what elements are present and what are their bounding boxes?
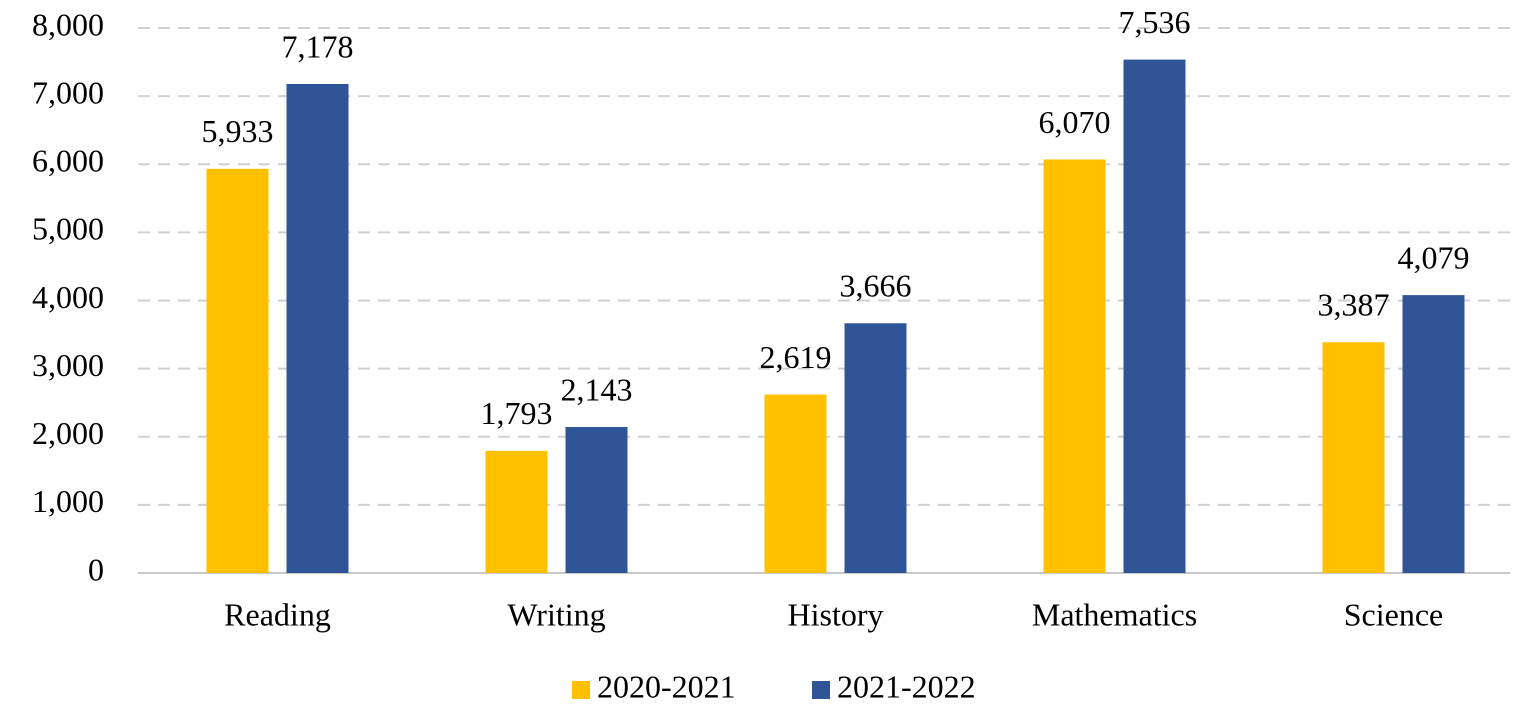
x-tick-label: Writing	[507, 596, 605, 632]
value-label: 7,178	[282, 28, 354, 64]
x-tick-label: History	[788, 596, 884, 632]
y-tick-label: 7,000	[32, 74, 104, 110]
bar	[1322, 342, 1385, 573]
legend-swatch	[812, 681, 830, 699]
bar	[764, 394, 827, 573]
value-label: 6,070	[1039, 104, 1111, 140]
value-label: 1,793	[481, 395, 553, 431]
y-tick-label: 8,000	[32, 6, 104, 42]
value-label: 2,619	[760, 339, 832, 375]
bar	[286, 83, 349, 573]
bar	[844, 323, 907, 573]
y-tick-label: 4,000	[32, 279, 104, 315]
value-label: 5,933	[202, 113, 274, 149]
bar	[206, 168, 269, 573]
x-tick-label: Mathematics	[1032, 596, 1197, 632]
y-tick-label: 3,000	[32, 347, 104, 383]
y-tick-label: 5,000	[32, 211, 104, 247]
y-tick-label: 2,000	[32, 415, 104, 451]
y-tick-label: 0	[88, 551, 104, 587]
bar	[1402, 295, 1465, 573]
bar	[1043, 159, 1106, 573]
bar	[485, 450, 548, 573]
value-label: 4,079	[1398, 239, 1470, 275]
value-label: 2,143	[561, 371, 633, 407]
legend-label: 2021-2022	[837, 668, 976, 704]
value-label: 3,387	[1318, 287, 1390, 323]
bar	[565, 427, 628, 573]
value-label: 3,666	[840, 268, 912, 304]
legend-label: 2020-2021	[597, 668, 736, 704]
y-tick-label: 1,000	[32, 483, 104, 519]
x-tick-label: Science	[1344, 596, 1444, 632]
bar	[1123, 59, 1186, 574]
legend-swatch	[572, 681, 590, 699]
x-tick-label: Reading	[224, 596, 331, 632]
y-tick-label: 6,000	[32, 143, 104, 179]
value-label: 7,536	[1119, 4, 1191, 40]
